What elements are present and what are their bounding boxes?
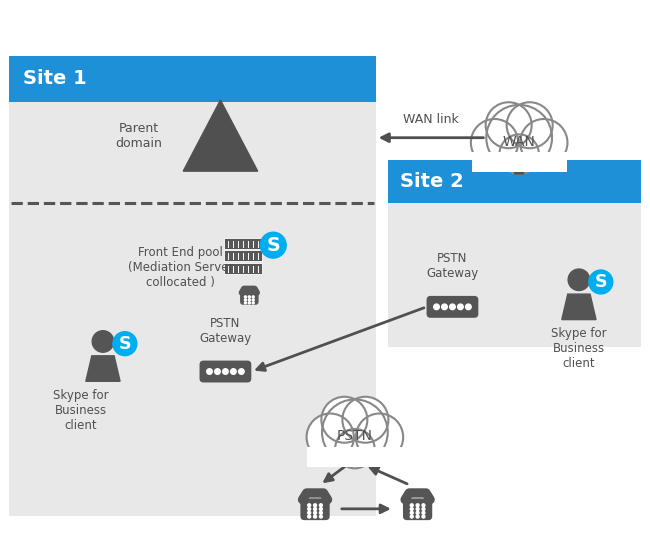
FancyBboxPatch shape bbox=[300, 498, 330, 520]
Circle shape bbox=[307, 413, 354, 461]
Circle shape bbox=[313, 511, 317, 514]
Circle shape bbox=[589, 270, 613, 294]
Text: Front End pool
(Mediation Server
collocated ): Front End pool (Mediation Server colloca… bbox=[128, 245, 233, 289]
Circle shape bbox=[450, 304, 455, 310]
Circle shape bbox=[313, 504, 317, 507]
Text: PSTN: PSTN bbox=[337, 429, 373, 443]
Text: Site 1: Site 1 bbox=[23, 69, 87, 88]
Circle shape bbox=[313, 515, 317, 518]
Circle shape bbox=[92, 331, 114, 352]
Polygon shape bbox=[183, 100, 257, 171]
Circle shape bbox=[486, 105, 552, 170]
Text: Skype for
Business
client: Skype for Business client bbox=[53, 390, 109, 432]
Circle shape bbox=[252, 299, 254, 301]
Circle shape bbox=[319, 508, 322, 511]
Polygon shape bbox=[86, 356, 120, 381]
Circle shape bbox=[416, 511, 419, 514]
Circle shape bbox=[434, 304, 439, 310]
Circle shape bbox=[244, 296, 246, 298]
Circle shape bbox=[248, 299, 250, 301]
Circle shape bbox=[568, 269, 590, 290]
Circle shape bbox=[321, 397, 367, 443]
Bar bbox=[9, 56, 376, 102]
Circle shape bbox=[319, 504, 322, 507]
FancyBboxPatch shape bbox=[403, 498, 432, 520]
Circle shape bbox=[520, 119, 567, 166]
Circle shape bbox=[422, 515, 425, 518]
Bar bbox=[224, 250, 262, 261]
Circle shape bbox=[113, 332, 136, 356]
Bar bbox=[307, 447, 402, 467]
Text: WAN: WAN bbox=[502, 135, 536, 149]
Circle shape bbox=[416, 515, 419, 518]
Circle shape bbox=[307, 511, 311, 514]
Text: S: S bbox=[118, 335, 131, 352]
Bar bbox=[224, 238, 262, 249]
Circle shape bbox=[416, 504, 419, 507]
Bar bbox=[471, 153, 567, 172]
Circle shape bbox=[307, 504, 311, 507]
Circle shape bbox=[260, 232, 286, 258]
Circle shape bbox=[410, 504, 413, 507]
Circle shape bbox=[410, 508, 413, 511]
Circle shape bbox=[319, 515, 322, 518]
Circle shape bbox=[343, 397, 389, 443]
Circle shape bbox=[422, 504, 425, 507]
Bar bbox=[9, 56, 376, 516]
Bar bbox=[388, 160, 641, 203]
Text: Skype for
Business
client: Skype for Business client bbox=[551, 327, 606, 370]
Text: Site 2: Site 2 bbox=[400, 172, 463, 191]
Circle shape bbox=[499, 134, 539, 174]
Circle shape bbox=[252, 296, 254, 298]
FancyBboxPatch shape bbox=[200, 361, 252, 382]
Circle shape bbox=[322, 400, 388, 465]
Polygon shape bbox=[562, 294, 596, 320]
FancyBboxPatch shape bbox=[426, 296, 478, 318]
Circle shape bbox=[231, 369, 236, 374]
Bar bbox=[224, 263, 262, 274]
Circle shape bbox=[307, 508, 311, 511]
FancyBboxPatch shape bbox=[240, 290, 259, 305]
Circle shape bbox=[410, 511, 413, 514]
Text: Parent
domain: Parent domain bbox=[115, 122, 162, 150]
Circle shape bbox=[244, 302, 246, 304]
Circle shape bbox=[248, 302, 250, 304]
Circle shape bbox=[207, 369, 213, 374]
Circle shape bbox=[442, 304, 447, 310]
Circle shape bbox=[458, 304, 463, 310]
Bar bbox=[388, 160, 641, 347]
Circle shape bbox=[335, 429, 374, 468]
Text: S: S bbox=[266, 236, 280, 255]
Circle shape bbox=[244, 299, 246, 301]
Circle shape bbox=[307, 515, 311, 518]
Circle shape bbox=[416, 508, 419, 511]
Circle shape bbox=[410, 515, 413, 518]
Circle shape bbox=[465, 304, 471, 310]
Circle shape bbox=[223, 369, 228, 374]
Circle shape bbox=[214, 369, 220, 374]
Circle shape bbox=[319, 511, 322, 514]
Circle shape bbox=[507, 102, 552, 148]
Circle shape bbox=[252, 302, 254, 304]
Text: S: S bbox=[595, 273, 607, 291]
Text: PSTN
Gateway: PSTN Gateway bbox=[426, 252, 478, 280]
Circle shape bbox=[471, 119, 518, 166]
Circle shape bbox=[356, 413, 403, 461]
Circle shape bbox=[422, 508, 425, 511]
Circle shape bbox=[313, 508, 317, 511]
Circle shape bbox=[248, 296, 250, 298]
Circle shape bbox=[422, 511, 425, 514]
Text: PSTN
Gateway: PSTN Gateway bbox=[200, 317, 252, 345]
Text: WAN link: WAN link bbox=[403, 113, 459, 126]
Circle shape bbox=[239, 369, 244, 374]
Circle shape bbox=[486, 102, 532, 148]
